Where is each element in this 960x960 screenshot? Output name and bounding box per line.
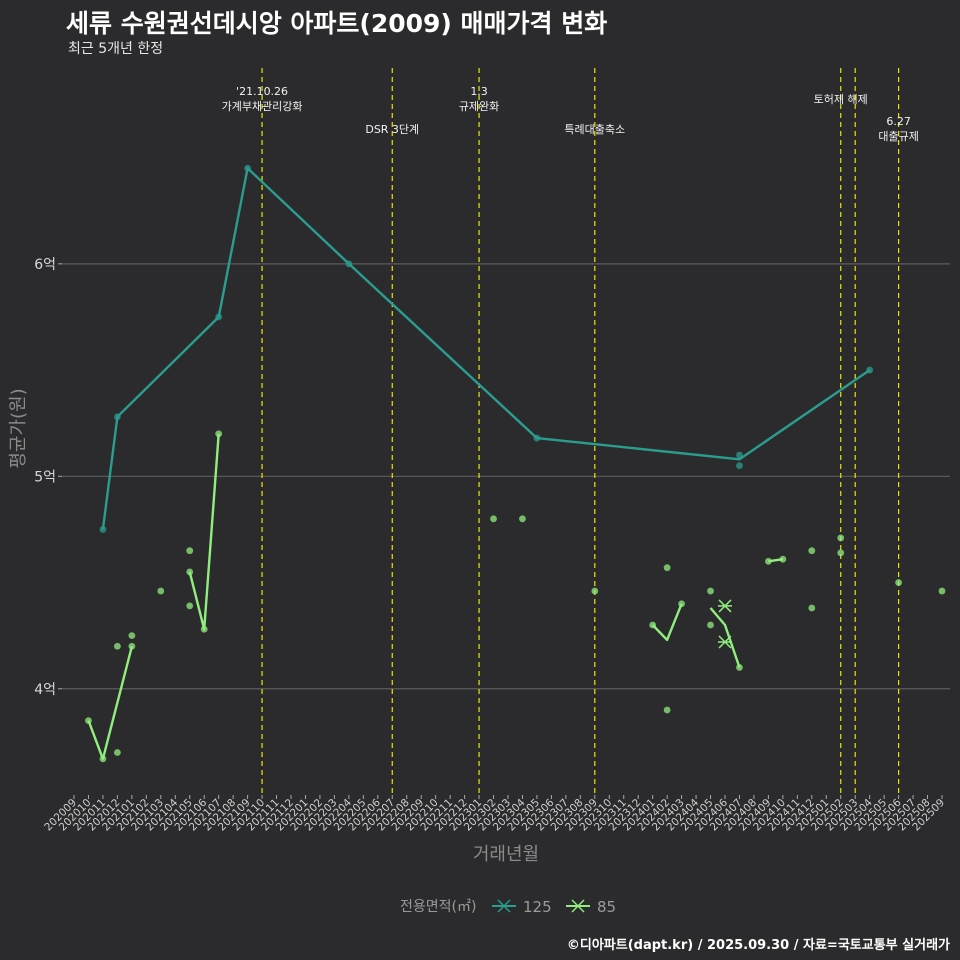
series-85-point	[808, 547, 816, 555]
y-tick-label: 6억	[34, 257, 56, 273]
y-axis-title: 평균가(원)	[8, 388, 29, 468]
event-label: '21.10.26	[236, 85, 288, 98]
series-85-point	[215, 430, 223, 438]
series-85-point	[186, 568, 194, 576]
series-85-point	[765, 557, 772, 565]
series-85-point	[837, 534, 845, 542]
series-125-line	[101, 167, 871, 530]
series-125-point	[114, 413, 121, 421]
legend-title: 전용면적(㎡)	[400, 899, 476, 915]
series-125-point	[244, 164, 252, 172]
series-85-point	[186, 602, 194, 610]
series-85-point	[157, 587, 165, 595]
series-85-point	[99, 755, 107, 763]
series-85-point	[736, 664, 743, 671]
series-85-point	[114, 749, 121, 756]
legend-entry-125: 125	[523, 898, 552, 916]
series-85-point	[186, 547, 194, 555]
axes: 4억5억6억2020092020102020112020122021012021…	[8, 257, 947, 865]
series-85-point	[591, 587, 599, 595]
chart-subtitle: 최근 5개년 한정	[68, 41, 164, 57]
series-85-cross-marker	[718, 635, 732, 649]
series-125-point	[215, 313, 223, 321]
series-85-point	[707, 621, 714, 629]
series-85-point	[678, 600, 685, 608]
source-caption: ©디아파트(dapt.kr) / 2025.09.30 / 자료=국토교통부 실…	[566, 938, 950, 953]
legend-key-cross	[497, 899, 511, 913]
event-label: 특례대출축소	[564, 123, 625, 136]
series-125-point	[866, 366, 874, 374]
series-85-point	[779, 555, 787, 563]
legend: 전용면적(㎡) 125 85	[400, 898, 616, 916]
series-85-point	[128, 632, 136, 640]
series-85-line	[651, 603, 683, 642]
series-125-point	[533, 434, 541, 442]
series-85-point	[649, 621, 657, 629]
series-85-line	[188, 433, 220, 631]
y-tick-label: 5억	[34, 469, 56, 485]
chart-title: 세류 수원권선데시앙 아파트(2009) 매매가격 변화	[66, 9, 608, 38]
series-85-point	[707, 587, 714, 595]
event-label: 가계부채관리강화	[222, 100, 303, 113]
gridlines	[62, 263, 950, 690]
series-85-point	[808, 604, 816, 612]
series-85-point	[663, 564, 671, 572]
series-125-point	[345, 260, 353, 268]
series-85-point	[895, 579, 902, 586]
series-85-line	[709, 607, 741, 668]
series-85-point	[128, 642, 136, 650]
legend-entry-85: 85	[597, 898, 616, 916]
series-85-point	[663, 706, 671, 714]
series-85-cross-marker	[718, 599, 732, 613]
series	[85, 164, 946, 763]
series-85-point	[519, 515, 526, 523]
event-label: 규제완화	[459, 100, 499, 113]
series-85-line	[87, 646, 134, 761]
event-label: 대출규제	[878, 130, 918, 143]
y-tick-label: 4억	[34, 682, 56, 698]
series-125-point	[736, 451, 743, 459]
series-125-point	[736, 462, 743, 470]
event-label: 1.3	[470, 85, 488, 98]
series-85-point	[200, 625, 208, 633]
event-label: 6.27	[886, 115, 911, 128]
x-axis-title: 거래년월	[473, 844, 539, 865]
series-85-point	[490, 515, 497, 523]
event-label: DSR 3단계	[365, 123, 419, 136]
event-label: 토허제 해제	[814, 92, 868, 106]
series-85-point	[938, 587, 946, 595]
series-85-point	[114, 642, 121, 650]
legend-key-cross	[571, 899, 585, 913]
series-125-point	[99, 526, 107, 533]
series-85-point	[85, 717, 92, 725]
series-85-point	[837, 549, 845, 557]
